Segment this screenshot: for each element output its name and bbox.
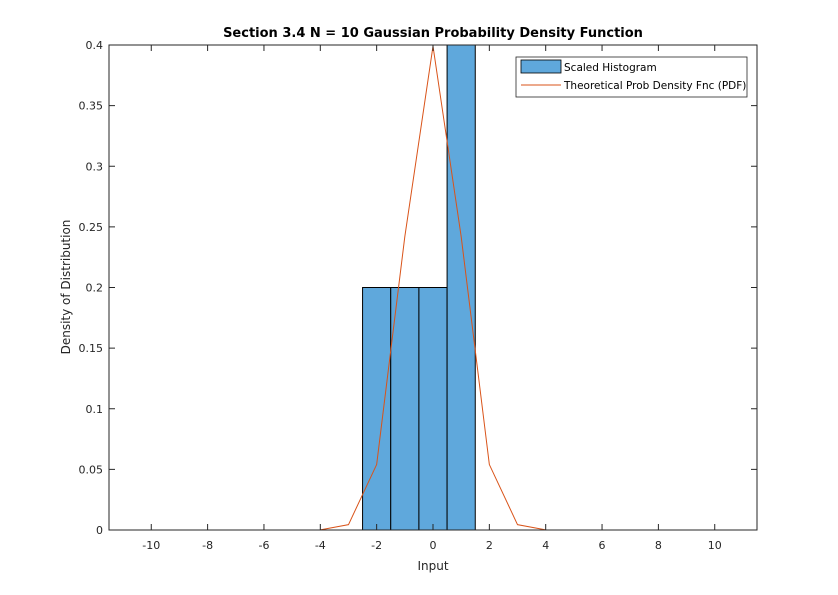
- x-tick-label: -10: [142, 539, 160, 552]
- x-axis-ticks: -10 -8 -6 -4 -2 0 2 4 6 8 10: [142, 45, 722, 552]
- y-tick-label: 0.1: [86, 403, 104, 416]
- y-tick-label: 0.25: [79, 221, 104, 234]
- y-axis-label: Density of Distribution: [59, 220, 73, 355]
- y-tick-label: 0: [96, 524, 103, 537]
- x-tick-label: 0: [430, 539, 437, 552]
- y-tick-label: 0.15: [79, 342, 104, 355]
- x-tick-label: 6: [599, 539, 606, 552]
- x-axis-label: Input: [417, 559, 448, 573]
- histogram-bars: [362, 44, 476, 531]
- legend-swatch-histogram: [520, 59, 562, 74]
- legend-label-pdf: Theoretical Prob Density Fnc (PDF): [563, 80, 746, 92]
- x-tick-label: -6: [258, 539, 269, 552]
- x-tick-label: -2: [371, 539, 382, 552]
- x-tick-label: -4: [315, 539, 326, 552]
- legend-label-histogram: Scaled Histogram: [564, 62, 657, 74]
- x-tick-label: 10: [708, 539, 722, 552]
- legend: Scaled Histogram Theoretical Prob Densit…: [515, 56, 748, 98]
- chart-title: Section 3.4 N = 10 Gaussian Probability …: [223, 26, 643, 41]
- y-tick-label: 0.3: [86, 160, 104, 173]
- y-tick-label: 0.4: [86, 39, 104, 52]
- y-tick-label: 0.2: [86, 282, 104, 295]
- x-tick-label: 2: [486, 539, 493, 552]
- histogram-bar-1: [390, 287, 420, 531]
- y-axis-ticks: 0 0.05 0.1 0.15 0.2 0.25 0.3 0.35 0.4: [79, 39, 757, 537]
- y-tick-label: 0.35: [79, 100, 104, 113]
- x-tick-label: -8: [202, 539, 213, 552]
- histogram-bar-2: [418, 287, 448, 531]
- x-tick-label: 8: [655, 539, 662, 552]
- histogram-bar-0: [362, 287, 392, 531]
- x-tick-label: 4: [542, 539, 549, 552]
- histogram-bar-3: [446, 44, 476, 531]
- y-tick-label: 0.05: [79, 463, 104, 476]
